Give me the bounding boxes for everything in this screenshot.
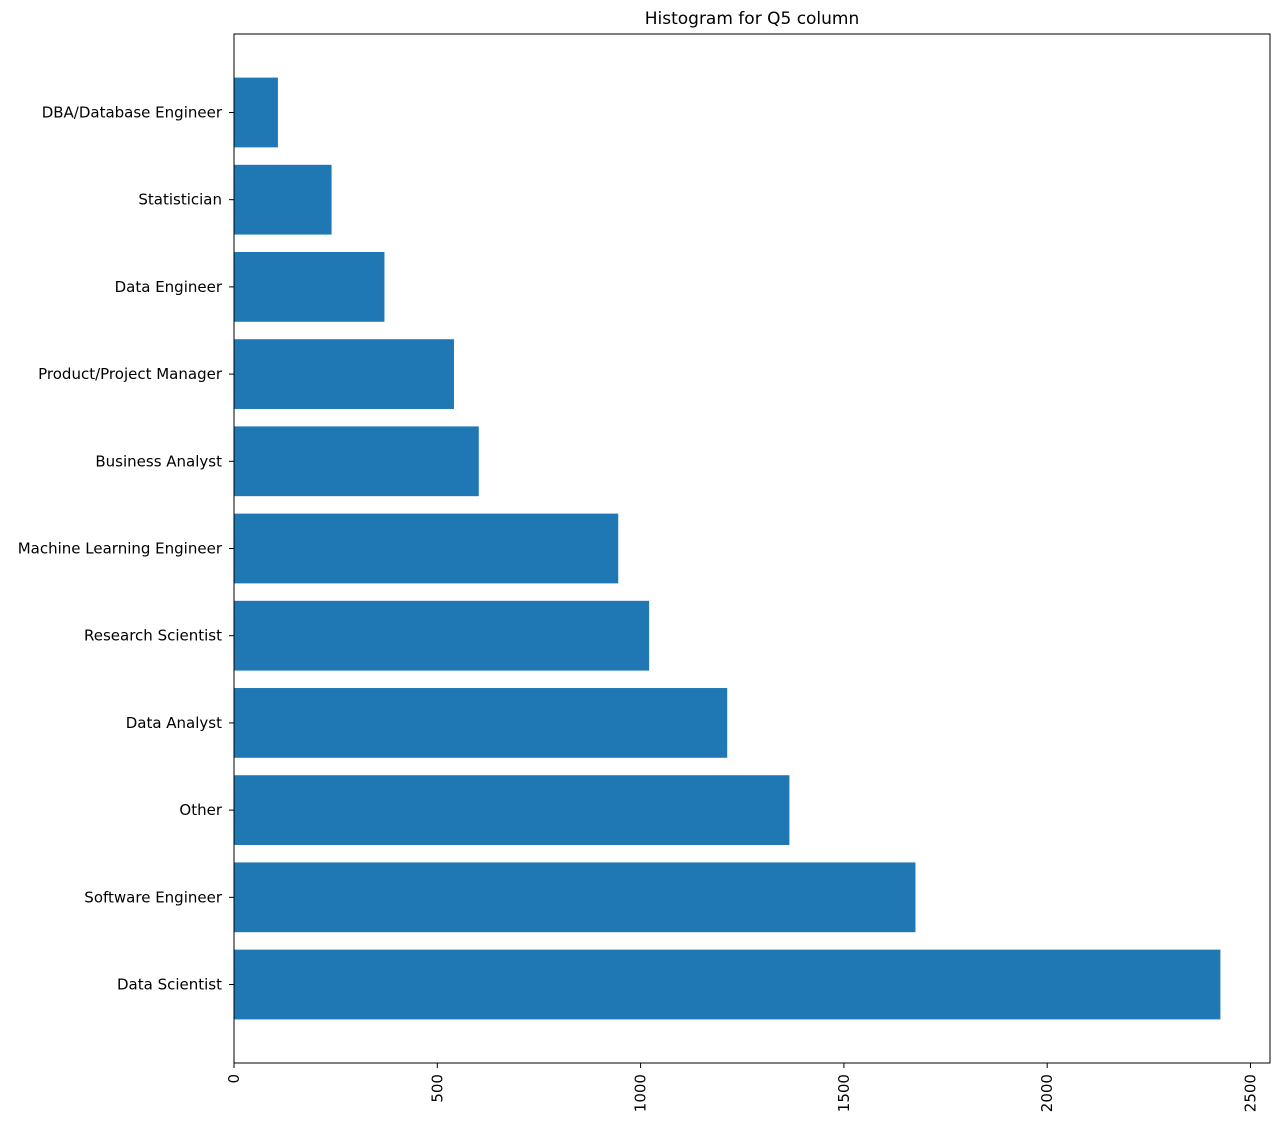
- x-tick-label: 1000: [632, 1074, 650, 1112]
- y-tick-label: Data Scientist: [117, 976, 222, 994]
- y-tick-label: DBA/Database Engineer: [42, 103, 223, 121]
- bar-machine-learning-engineer: [234, 513, 619, 584]
- x-tick-label: 2000: [1038, 1074, 1056, 1112]
- y-tick-label: Other: [179, 801, 222, 819]
- x-tick-label: 0: [225, 1074, 243, 1084]
- y-tick-label: Research Scientist: [84, 627, 222, 645]
- bar-business-analyst: [234, 426, 479, 497]
- x-tick-label: 1500: [835, 1074, 853, 1112]
- bar-data-engineer: [234, 252, 385, 322]
- x-tick-label: 500: [428, 1074, 446, 1103]
- bar-data-analyst: [234, 688, 728, 758]
- bar-other: [234, 775, 790, 845]
- y-tick-label: Statistician: [138, 191, 222, 209]
- y-tick-label: Product/Project Manager: [38, 365, 223, 383]
- x-axis-ticks: 0 500 1000 1500 2000 2500: [225, 1063, 1259, 1112]
- y-tick-label: Data Engineer: [115, 278, 223, 296]
- y-tick-label: Software Engineer: [84, 888, 223, 906]
- y-tick-label: Machine Learning Engineer: [18, 540, 223, 558]
- bar-software-engineer: [234, 862, 916, 933]
- bar-data-scientist: [234, 949, 1221, 1020]
- bars-group: [234, 77, 1221, 1020]
- bar-statistician: [234, 164, 332, 235]
- y-axis-ticks: Data Scientist Software Engineer Other Data…: [18, 103, 234, 994]
- bar-dba-database-engineer: [234, 77, 278, 148]
- bar-research-scientist: [234, 600, 650, 671]
- bar-product-project-manager: [234, 339, 454, 409]
- plot-area-frame: [233, 33, 1271, 1064]
- y-tick-label: Data Analyst: [126, 714, 222, 732]
- y-tick-label: Business Analyst: [95, 452, 222, 470]
- x-tick-label: 2500: [1241, 1074, 1259, 1112]
- chart-title: Histogram for Q5 column: [645, 9, 860, 29]
